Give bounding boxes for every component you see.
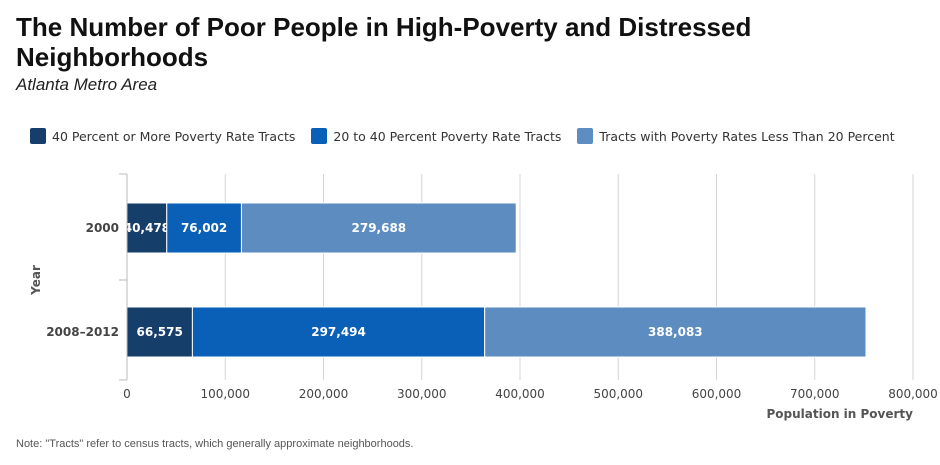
- data-label: 388,083: [648, 325, 703, 339]
- data-label: 279,688: [352, 221, 407, 235]
- data-label: 66,575: [137, 325, 183, 339]
- legend-swatch-mid-poverty: [311, 128, 328, 144]
- bars: 40,478 76,002 279,688 66,575 297,494 388,083: [124, 202, 867, 358]
- chart-title: The Number of Poor People in High-Povert…: [16, 12, 752, 72]
- legend-swatch-low-poverty: [577, 128, 594, 144]
- y-axis-title: Year: [29, 265, 43, 296]
- bar-segment: [484, 306, 867, 358]
- legend-item-high-poverty[interactable]: 40 Percent or More Poverty Rate Tracts: [30, 128, 295, 144]
- legend-label-high-poverty: 40 Percent or More Poverty Rate Tracts: [52, 128, 296, 144]
- bar-segment: [166, 202, 242, 254]
- x-tick-label: 600,000: [692, 387, 742, 401]
- bar-segment: [191, 306, 486, 358]
- axes: 0 100,000 200,000 300,000 400,000 500,000 600,…: [29, 173, 938, 421]
- legend: 40 Percent or More Poverty Rate Tracts 2…: [30, 128, 911, 144]
- x-tick-label: 100,000: [200, 387, 250, 401]
- data-label: 40,478: [124, 221, 170, 235]
- x-tick-label: 400,000: [495, 387, 545, 401]
- x-axis-title: Population in Poverty: [766, 407, 913, 421]
- x-tick-label: 800,000: [888, 387, 938, 401]
- x-tick-label: 300,000: [397, 387, 447, 401]
- x-tick-label: 500,000: [593, 387, 643, 401]
- x-tick-label: 0: [123, 387, 131, 401]
- bar-segment: [240, 202, 517, 254]
- chart-subtitle: Atlanta Metro Area: [16, 75, 158, 94]
- legend-item-mid-poverty[interactable]: 20 to 40 Percent Poverty Rate Tracts: [311, 128, 561, 144]
- data-label: 297,494: [311, 325, 366, 339]
- y-category-label: 2000: [86, 221, 119, 235]
- bar-segment: [126, 306, 193, 358]
- legend-item-low-poverty[interactable]: Tracts with Poverty Rates Less Than 20 P…: [577, 128, 895, 144]
- x-tick-label: 200,000: [299, 387, 349, 401]
- legend-label-mid-poverty: 20 to 40 Percent Poverty Rate Tracts: [333, 128, 562, 144]
- legend-swatch-high-poverty: [30, 128, 46, 144]
- y-category-label: 2008–2012: [46, 325, 119, 339]
- x-tick-label: 700,000: [790, 387, 840, 401]
- footnote: Note: "Tracts" refer to census tracts, w…: [16, 438, 414, 450]
- data-label: 76,002: [181, 221, 227, 235]
- legend-label-low-poverty: Tracts with Poverty Rates Less Than 20 P…: [599, 128, 895, 144]
